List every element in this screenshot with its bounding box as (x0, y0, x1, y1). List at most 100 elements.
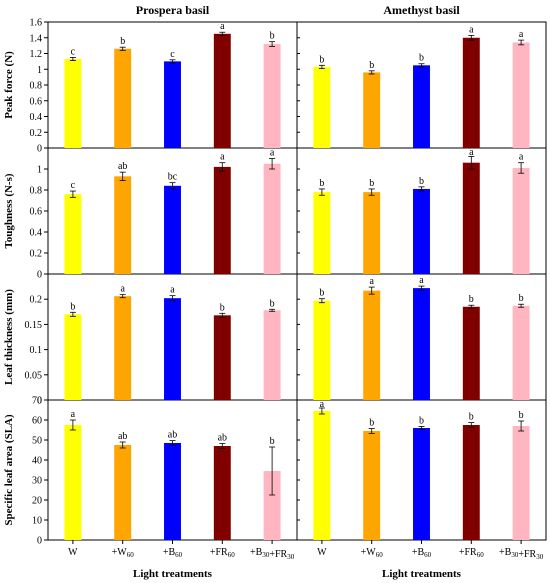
bar (413, 188, 430, 274)
x-tick-label: +W60 (361, 547, 384, 559)
x-tick-label: +B30+FR30 (499, 547, 544, 561)
bar (164, 298, 181, 400)
y-tick-label: 0.2 (30, 249, 43, 260)
bar (64, 59, 82, 149)
significance-letter: c (71, 46, 76, 57)
significance-letter: b (270, 436, 275, 447)
bar (213, 315, 231, 400)
bar (213, 166, 231, 274)
significance-letter: a (519, 152, 524, 163)
significance-letter: bc (168, 172, 178, 183)
significance-letter: b (319, 54, 324, 65)
y-axis-label: Leaf thickness (mm) (3, 289, 15, 385)
significance-letter: b (270, 298, 275, 309)
y-tick-label: 0.6 (30, 96, 43, 107)
y-tick-label: 0 (37, 396, 42, 407)
significance-letter: b (70, 301, 75, 312)
significance-letter: a (419, 275, 424, 286)
y-tick-label: 0.8 (30, 186, 43, 197)
x-tick-label: W (317, 547, 327, 558)
bar (413, 428, 430, 540)
bar (413, 65, 430, 148)
column-title: Prospera basil (136, 3, 210, 17)
significance-letter: a (120, 284, 125, 295)
significance-letter: a (469, 24, 474, 35)
bar (114, 296, 132, 400)
bar (114, 176, 132, 274)
y-tick-label: 0 (37, 536, 42, 547)
significance-letter: b (369, 178, 374, 189)
x-tick-label: +B60 (163, 547, 183, 559)
column-title: Amethyst basil (383, 3, 460, 17)
bar (313, 192, 331, 274)
bar (164, 185, 181, 274)
y-tick-label: 30 (32, 476, 42, 487)
significance-letter: b (469, 294, 474, 305)
x-tick-label: +FR60 (210, 547, 235, 559)
significance-letter: b (369, 418, 374, 429)
significance-letter: a (469, 147, 474, 158)
bar (263, 310, 281, 400)
y-tick-label: 60 (32, 416, 42, 427)
y-axis-label: Peak force (N) (3, 51, 15, 119)
bar (64, 194, 82, 274)
significance-letter: ab (118, 431, 127, 442)
y-tick-label: 0 (37, 144, 42, 155)
significance-letter: ab (118, 161, 127, 172)
bar (164, 443, 181, 540)
significance-letter: c (71, 180, 76, 191)
bar (213, 33, 231, 148)
y-tick-label: 1 (37, 165, 42, 176)
significance-letter: b (419, 176, 424, 187)
significance-letter: b (519, 293, 524, 304)
text-marks: Prospera basil Amethyst basil Peak force (… (3, 3, 544, 580)
x-tick-label: W (68, 547, 78, 558)
x-tick-label: +B60 (412, 547, 432, 559)
y-tick-label: 40 (32, 456, 42, 467)
x-axis-label: Light treatments (133, 568, 213, 580)
significance-letter: b (519, 410, 524, 421)
y-tick-label: 10 (32, 516, 42, 527)
y-tick-label: 50 (32, 436, 42, 447)
significance-letter: a (170, 285, 175, 296)
bar (114, 445, 132, 540)
bar (213, 446, 231, 540)
bar (462, 37, 480, 148)
significance-letter: b (270, 31, 275, 42)
significance-letter: b (469, 412, 474, 423)
significance-letter: a (369, 276, 374, 287)
bar (114, 48, 132, 148)
y-tick-label: 0.15 (25, 320, 43, 331)
bar (363, 192, 381, 274)
bar (64, 314, 82, 400)
y-axis-label: Toughness (N-s) (3, 173, 15, 248)
bar (512, 167, 530, 274)
significance-letter: a (519, 29, 524, 40)
bar (512, 305, 530, 400)
y-tick-label: 1 (37, 65, 42, 76)
significance-letter: a (270, 148, 275, 159)
y-tick-label: 0.4 (30, 228, 43, 239)
bar (263, 44, 281, 148)
y-tick-label: 0.2 (30, 128, 43, 139)
bar (363, 290, 381, 400)
y-tick-label: 70 (32, 396, 42, 407)
y-tick-label: 20 (32, 496, 42, 507)
bar (164, 61, 181, 148)
x-tick-label: +FR60 (459, 547, 484, 559)
significance-letter: b (120, 36, 125, 47)
y-tick-label: 1.2 (30, 49, 43, 60)
significance-letter: b (419, 415, 424, 426)
y-tick-label: 0.05 (25, 370, 43, 381)
significance-letter: a (320, 399, 325, 410)
bar (512, 426, 530, 540)
bar-marks (64, 31, 530, 540)
bar (462, 162, 480, 274)
y-tick-label: 0.6 (30, 207, 43, 218)
significance-letter: b (319, 178, 324, 189)
bar (313, 66, 331, 148)
significance-letter: b (419, 53, 424, 64)
significance-letter: b (319, 288, 324, 299)
y-axis-label: Specific leaf area (SLA) (3, 414, 15, 526)
